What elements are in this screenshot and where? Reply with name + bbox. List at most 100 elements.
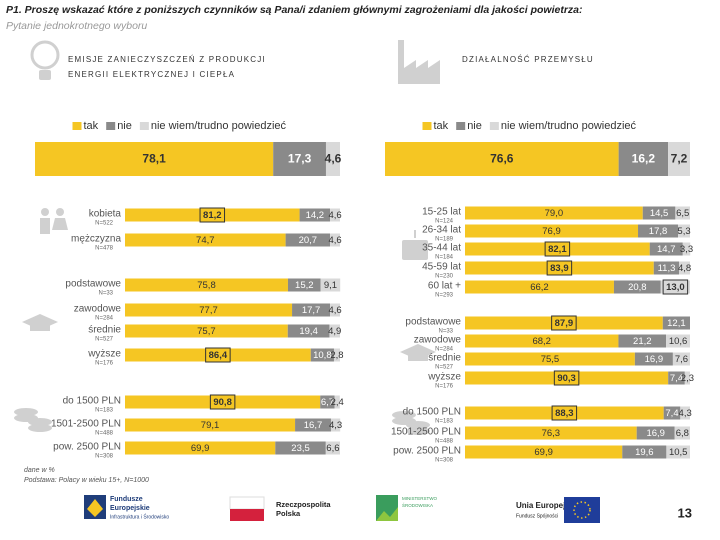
bar-segment (125, 303, 293, 317)
bar-segment (622, 445, 667, 459)
bar-segment (684, 371, 690, 385)
value-label: 4,6 (328, 210, 341, 221)
legend-label: tak (84, 120, 99, 132)
value-label: 76,3 (542, 428, 561, 439)
value-label: 69,9 (191, 443, 210, 454)
legend-label: nie wiem/trudno powiedzieć (151, 120, 287, 132)
bar-segment (125, 278, 288, 292)
bar-segment (325, 142, 340, 176)
bar-segment (679, 261, 690, 275)
value-label: 4,3 (329, 420, 342, 431)
bar-segment (287, 278, 321, 292)
panel-heading: EMISJE ZANIECZYSZCZEŃ Z PRODUKCJI ENERGI… (68, 55, 266, 79)
bar-segment (465, 334, 619, 348)
bar-segment (329, 324, 340, 338)
subtitle: Pytanie jednokrotnego wyboru (6, 20, 148, 32)
n-label: N=284 (95, 316, 114, 322)
bar-segment (674, 426, 690, 440)
n-label: N=124 (435, 219, 454, 225)
n-label: N=527 (435, 365, 454, 371)
value-label: 6,5 (676, 208, 689, 219)
value-label: 10,8 (313, 350, 332, 361)
logo-text: ŚRODOWISKA (402, 501, 433, 508)
highlight-box (662, 279, 689, 295)
highlight-box (205, 347, 231, 363)
value-label: 75,7 (197, 326, 216, 337)
highlight-box (551, 315, 577, 331)
bar-segment (666, 334, 690, 348)
bar-segment (385, 142, 619, 176)
bar-segment (330, 303, 340, 317)
n-label: N=176 (435, 384, 454, 390)
legend-swatch (489, 122, 499, 130)
n-label: N=478 (95, 246, 114, 252)
category-label: 15-25 lat (422, 207, 461, 218)
value-label: 17,3 (288, 152, 312, 166)
n-label: N=488 (435, 439, 454, 445)
highlight-box (546, 260, 573, 276)
value-label: 79,1 (201, 420, 220, 431)
value-label: 14,5 (650, 208, 669, 219)
bar-segment (666, 445, 690, 459)
category-label: wyższe (427, 372, 461, 383)
logo-text: Fundusz Spójności (516, 513, 558, 519)
bar-segment (642, 206, 676, 220)
bar-segment (330, 208, 340, 222)
bar-segment (334, 395, 340, 409)
category-label: pow. 2500 PLN (53, 442, 121, 453)
category-label: 26-34 lat (422, 225, 461, 236)
value-label: 2,8 (330, 350, 343, 361)
value-label: 75,5 (541, 354, 560, 365)
bar-segment (668, 142, 690, 176)
value-label: 20,7 (299, 235, 318, 246)
legend-label: nie (117, 120, 132, 132)
category-label: do 1500 PLN (403, 407, 461, 418)
value-label: 23,5 (291, 443, 310, 454)
logos: Fundusze Europejskie Infrastruktura i Śr… (84, 495, 600, 523)
logo-text: Fundusze (110, 496, 143, 503)
value-label: 20,8 (628, 282, 647, 293)
category-label: 60 lat + (428, 281, 461, 292)
value-label: 7,6 (675, 354, 688, 365)
bar-segment (618, 334, 667, 348)
bar-segment (310, 348, 334, 362)
category-label: 1501-2500 PLN (51, 419, 121, 430)
legend-swatch (106, 122, 116, 130)
page-number: 13 (678, 505, 692, 520)
value-label: 6,7 (321, 397, 334, 408)
note: dane w % (24, 467, 55, 474)
bar-segment (125, 418, 296, 432)
value-label: 78,1 (142, 152, 166, 166)
value-label: 7,4 (670, 373, 683, 384)
legend-swatch (422, 122, 432, 130)
base: Podstawa: Polacy w wieku 15+, N=1000 (24, 477, 149, 484)
value-label: 76,6 (490, 152, 514, 166)
logo-text: Europejskie (110, 505, 150, 512)
logo-text: Unia Europejska (516, 501, 579, 510)
value-label: 7,2 (671, 152, 688, 166)
value-label: 9,1 (324, 280, 337, 291)
bar-segment (680, 406, 690, 420)
value-label: 5,3 (677, 226, 690, 237)
bar-segment (465, 316, 663, 330)
highlight-box (553, 370, 580, 386)
bar-segment (638, 224, 679, 238)
category-label: 1501-2500 PLN (391, 427, 461, 438)
value-label: 75,8 (197, 280, 216, 291)
bar-segment (35, 142, 274, 176)
bar-segment (125, 395, 321, 409)
bar-segment (613, 280, 661, 294)
bar-segment (465, 445, 623, 459)
bar-segment (678, 224, 690, 238)
value-label: 2,4 (331, 397, 344, 408)
value-label: 10,6 (669, 336, 688, 347)
legend-swatch (72, 122, 82, 130)
value-label: 7,4 (665, 408, 678, 419)
category-label: 45-59 lat (422, 262, 461, 273)
n-label: N=183 (435, 419, 454, 425)
n-label: N=293 (435, 293, 454, 299)
value-label: 74,7 (196, 235, 215, 246)
value-label: 2,3 (681, 373, 694, 384)
logo-text: Rzeczpospolita (276, 500, 331, 509)
